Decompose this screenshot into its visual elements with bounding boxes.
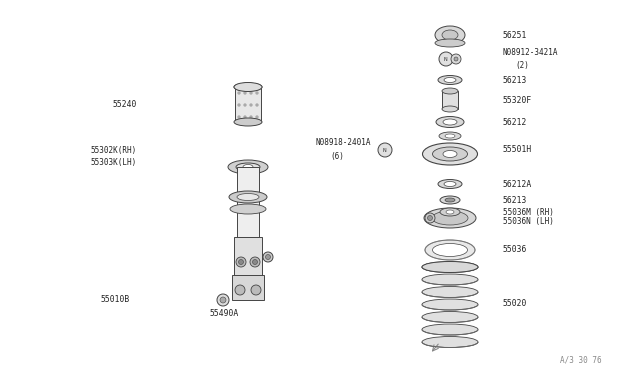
Text: (6): (6) xyxy=(330,151,344,160)
Ellipse shape xyxy=(435,39,465,47)
Circle shape xyxy=(235,285,245,295)
Text: 55036: 55036 xyxy=(503,246,527,254)
Ellipse shape xyxy=(443,119,457,125)
Ellipse shape xyxy=(438,180,462,189)
Ellipse shape xyxy=(433,147,467,161)
Text: 55501H: 55501H xyxy=(503,144,532,154)
Text: (2): (2) xyxy=(515,61,529,70)
Bar xyxy=(234,237,262,277)
Ellipse shape xyxy=(237,193,259,201)
Ellipse shape xyxy=(422,299,478,310)
Bar xyxy=(232,275,264,300)
Circle shape xyxy=(253,260,257,264)
Text: 55010B: 55010B xyxy=(100,295,129,305)
Ellipse shape xyxy=(422,286,478,298)
Ellipse shape xyxy=(243,164,253,170)
Ellipse shape xyxy=(422,143,477,165)
Circle shape xyxy=(250,103,253,106)
Bar xyxy=(235,87,261,122)
Ellipse shape xyxy=(422,274,478,285)
Circle shape xyxy=(255,103,259,106)
Circle shape xyxy=(237,115,241,119)
Text: A/3 30 76: A/3 30 76 xyxy=(560,356,602,365)
Ellipse shape xyxy=(432,211,468,225)
Ellipse shape xyxy=(422,324,478,335)
Text: N: N xyxy=(444,57,448,62)
Text: 55036N (LH): 55036N (LH) xyxy=(503,217,554,225)
Circle shape xyxy=(263,252,273,262)
Ellipse shape xyxy=(422,337,478,347)
Circle shape xyxy=(266,254,271,260)
Ellipse shape xyxy=(435,26,465,44)
Ellipse shape xyxy=(234,118,262,126)
Text: 56213: 56213 xyxy=(503,76,527,84)
Ellipse shape xyxy=(425,240,475,260)
Text: 56213: 56213 xyxy=(503,196,527,205)
Circle shape xyxy=(378,143,392,157)
Bar xyxy=(442,91,458,109)
Text: 55036M (RH): 55036M (RH) xyxy=(503,208,554,217)
Ellipse shape xyxy=(228,160,268,174)
Text: 55320F: 55320F xyxy=(503,96,532,105)
Circle shape xyxy=(237,103,241,106)
Circle shape xyxy=(451,54,461,64)
Ellipse shape xyxy=(438,76,462,84)
Ellipse shape xyxy=(440,196,460,204)
Circle shape xyxy=(428,215,433,221)
Text: 55490A: 55490A xyxy=(210,310,239,318)
Circle shape xyxy=(250,115,253,119)
Ellipse shape xyxy=(444,77,456,83)
Ellipse shape xyxy=(442,30,458,40)
Ellipse shape xyxy=(433,244,467,257)
Circle shape xyxy=(220,297,226,303)
Ellipse shape xyxy=(422,311,478,323)
Ellipse shape xyxy=(445,198,455,202)
Text: 55240: 55240 xyxy=(112,99,136,109)
Text: 56212A: 56212A xyxy=(503,180,532,189)
Circle shape xyxy=(243,103,246,106)
Ellipse shape xyxy=(229,191,267,203)
Ellipse shape xyxy=(422,337,478,347)
Text: 55303K(LH): 55303K(LH) xyxy=(90,157,136,167)
Ellipse shape xyxy=(444,182,456,186)
Circle shape xyxy=(250,92,253,94)
Text: N: N xyxy=(383,148,387,153)
Ellipse shape xyxy=(442,88,458,94)
Ellipse shape xyxy=(440,208,460,216)
Circle shape xyxy=(237,92,241,94)
Circle shape xyxy=(243,92,246,94)
Circle shape xyxy=(217,294,229,306)
Text: 56251: 56251 xyxy=(503,31,527,39)
Circle shape xyxy=(454,57,458,61)
Text: 55020: 55020 xyxy=(503,299,527,308)
Ellipse shape xyxy=(422,262,478,273)
Ellipse shape xyxy=(436,116,464,128)
Ellipse shape xyxy=(422,262,478,273)
Circle shape xyxy=(239,260,243,264)
Circle shape xyxy=(250,257,260,267)
Ellipse shape xyxy=(445,134,455,138)
Ellipse shape xyxy=(234,83,262,92)
Ellipse shape xyxy=(442,106,458,112)
Ellipse shape xyxy=(236,163,260,171)
Circle shape xyxy=(243,115,246,119)
Ellipse shape xyxy=(443,151,457,157)
Ellipse shape xyxy=(237,84,259,90)
Text: N08912-3421A: N08912-3421A xyxy=(503,48,559,57)
Circle shape xyxy=(251,285,261,295)
Ellipse shape xyxy=(230,204,266,214)
Bar xyxy=(237,167,259,237)
Circle shape xyxy=(425,213,435,223)
Text: N08918-2401A: N08918-2401A xyxy=(316,138,371,147)
Ellipse shape xyxy=(439,132,461,140)
Ellipse shape xyxy=(424,208,476,228)
Ellipse shape xyxy=(446,210,454,214)
Text: 55302K(RH): 55302K(RH) xyxy=(90,145,136,154)
Circle shape xyxy=(236,257,246,267)
Text: 56212: 56212 xyxy=(503,118,527,126)
Circle shape xyxy=(255,115,259,119)
Circle shape xyxy=(439,52,453,66)
Circle shape xyxy=(255,92,259,94)
Ellipse shape xyxy=(234,83,262,91)
